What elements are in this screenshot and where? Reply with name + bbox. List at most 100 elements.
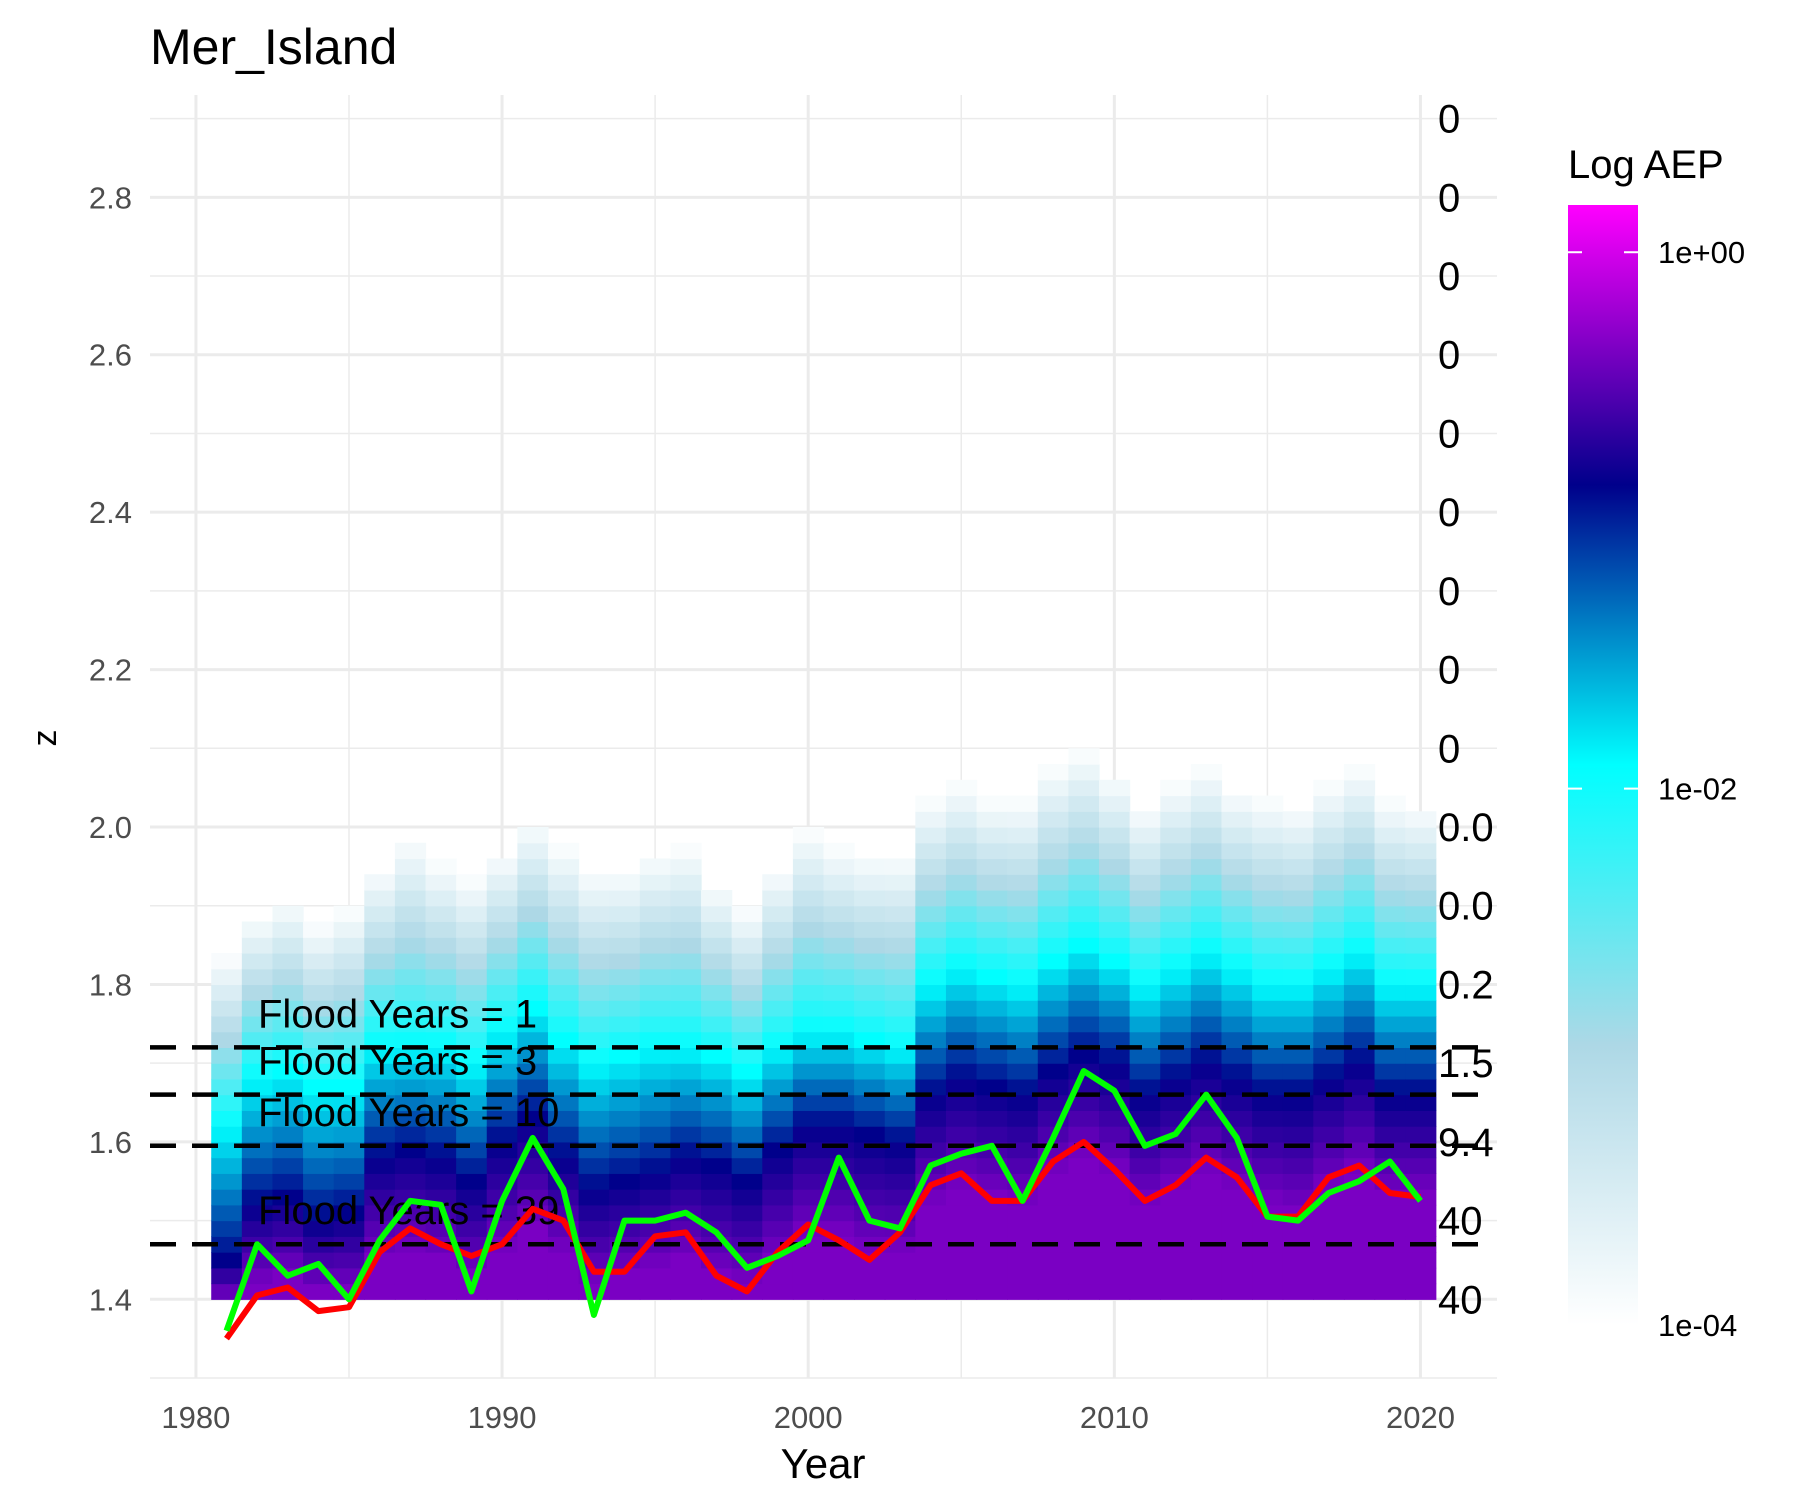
heatmap-cell bbox=[425, 889, 457, 907]
heatmap-cell bbox=[303, 1047, 335, 1064]
heatmap-cell bbox=[241, 1078, 274, 1096]
right-label: 9.4 bbox=[1438, 1121, 1494, 1165]
heatmap-cell bbox=[731, 905, 763, 923]
heatmap-cell bbox=[1190, 874, 1223, 891]
heatmap-cell bbox=[303, 1204, 335, 1222]
x-tick-label: 1990 bbox=[468, 1400, 537, 1435]
heatmap-cell bbox=[1007, 1236, 1039, 1253]
heatmap-cell bbox=[792, 921, 825, 938]
heatmap-cell bbox=[1037, 779, 1070, 797]
heatmap-cell bbox=[1252, 1126, 1284, 1143]
heatmap-cell bbox=[1099, 1267, 1131, 1285]
heatmap-cell bbox=[364, 1126, 396, 1143]
heatmap-cell bbox=[241, 1110, 274, 1127]
heatmap-cell bbox=[211, 1236, 243, 1253]
heatmap-cell bbox=[854, 1000, 886, 1017]
heatmap-cell bbox=[1405, 889, 1437, 907]
heatmap-cell bbox=[670, 842, 702, 860]
heatmap-cell bbox=[517, 842, 549, 860]
heatmap-cell bbox=[762, 937, 794, 954]
heatmap-cell bbox=[854, 984, 886, 1001]
heatmap-cell bbox=[1252, 905, 1284, 923]
heatmap-cell bbox=[1221, 1220, 1253, 1237]
heatmap-cell bbox=[1007, 874, 1039, 891]
heatmap-cell bbox=[762, 1220, 794, 1237]
heatmap-cell bbox=[547, 1126, 580, 1143]
heatmap-cell bbox=[1374, 1047, 1406, 1064]
heatmap-cell bbox=[486, 1252, 518, 1269]
heatmap-cell bbox=[456, 1126, 488, 1143]
heatmap-cell bbox=[303, 1015, 335, 1033]
heatmap-cell bbox=[854, 1110, 886, 1127]
heatmap-cell bbox=[1313, 842, 1345, 860]
heatmap-cell bbox=[1099, 968, 1131, 986]
heatmap-cell bbox=[670, 1078, 702, 1096]
heatmap-cell bbox=[517, 1126, 549, 1143]
heatmap-cell bbox=[547, 858, 580, 875]
heatmap-cell bbox=[1282, 811, 1314, 828]
heatmap-cell bbox=[1374, 1015, 1406, 1033]
heatmap-cell bbox=[1252, 842, 1284, 860]
heatmap-cell bbox=[394, 905, 427, 923]
heatmap-cell bbox=[1037, 874, 1070, 891]
heatmap-cell bbox=[211, 984, 243, 1001]
heatmap-cell bbox=[945, 984, 978, 1001]
heatmap-cell bbox=[486, 1267, 518, 1285]
heatmap-cell bbox=[425, 1078, 457, 1096]
heatmap-cell bbox=[1068, 779, 1100, 797]
heatmap-cell bbox=[1068, 1126, 1100, 1143]
heatmap-cell bbox=[1068, 1220, 1100, 1237]
heatmap-cell bbox=[609, 921, 641, 938]
heatmap-cell bbox=[517, 1267, 549, 1285]
heatmap-cell bbox=[394, 1173, 427, 1190]
heatmap-cell bbox=[1068, 1173, 1100, 1190]
heatmap-cell bbox=[1343, 874, 1376, 891]
heatmap-cell bbox=[272, 1000, 304, 1017]
heatmap-cell bbox=[884, 1063, 916, 1080]
heatmap-cell bbox=[670, 1173, 702, 1190]
heatmap-cell bbox=[976, 1126, 1008, 1143]
heatmap-cell bbox=[486, 905, 518, 923]
heatmap-cell bbox=[364, 889, 396, 907]
heatmap-cell bbox=[1190, 1252, 1223, 1269]
heatmap-cell bbox=[1160, 1283, 1192, 1300]
heatmap-cell bbox=[1037, 952, 1070, 970]
heatmap-cell bbox=[823, 1126, 855, 1143]
heatmap-cell bbox=[823, 1094, 855, 1111]
heatmap-cell bbox=[547, 1000, 580, 1017]
heatmap-cell bbox=[241, 1094, 274, 1111]
heatmap-cell bbox=[1343, 827, 1376, 844]
heatmap-cell bbox=[1405, 905, 1437, 923]
heatmap-cell bbox=[547, 1236, 580, 1253]
heatmap-cell bbox=[1129, 968, 1161, 986]
heatmap-cell bbox=[1099, 1047, 1131, 1064]
heatmap-cell bbox=[456, 1000, 488, 1017]
heatmap-cell bbox=[1160, 1189, 1192, 1206]
heatmap-cell bbox=[1037, 1063, 1070, 1080]
heatmap-cell bbox=[1343, 905, 1376, 923]
heatmap-cell bbox=[1313, 1204, 1345, 1222]
heatmap-cell bbox=[854, 1063, 886, 1080]
heatmap-cell bbox=[945, 1252, 978, 1269]
heatmap-cell bbox=[1343, 1031, 1376, 1049]
heatmap-cell bbox=[945, 1094, 978, 1111]
heatmap-cell bbox=[1007, 968, 1039, 986]
heatmap-cell bbox=[1037, 795, 1070, 812]
heatmap-cell bbox=[517, 874, 549, 891]
heatmap-cell bbox=[517, 1063, 549, 1080]
right-label: 0.0 bbox=[1438, 806, 1494, 850]
heatmap-cell bbox=[976, 952, 1008, 970]
heatmap-cell bbox=[578, 1173, 610, 1190]
heatmap-cell bbox=[1037, 842, 1070, 860]
heatmap-cell bbox=[1282, 952, 1314, 970]
heatmap-cell bbox=[1221, 1236, 1253, 1253]
heatmap-cell bbox=[1374, 1252, 1406, 1269]
heatmap-cell bbox=[394, 1094, 427, 1111]
heatmap-cell bbox=[1405, 1000, 1437, 1017]
heatmap-cell bbox=[486, 1000, 518, 1017]
heatmap-cell bbox=[1405, 984, 1437, 1001]
heatmap-cell bbox=[1282, 1126, 1314, 1143]
heatmap-cell bbox=[884, 968, 916, 986]
heatmap-cell bbox=[1190, 889, 1223, 907]
